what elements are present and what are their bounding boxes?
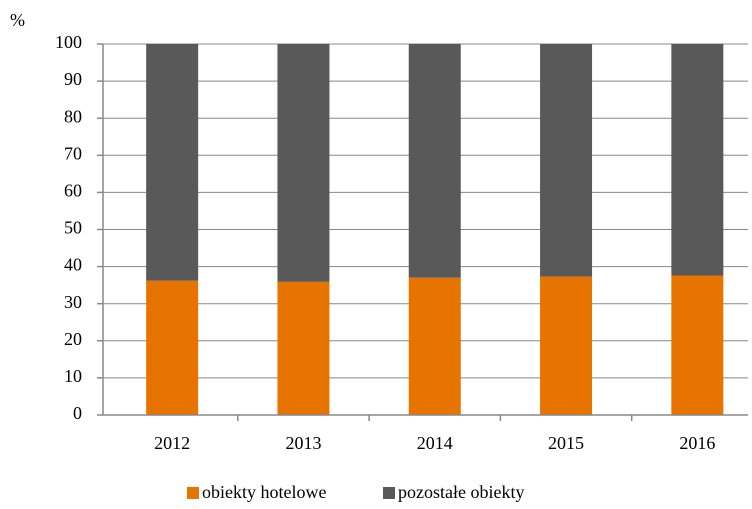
legend-label: pozostałe obiekty <box>398 482 524 502</box>
y-tick-label: 80 <box>64 106 82 126</box>
y-tick-label: 30 <box>64 292 82 312</box>
bar-segment <box>408 44 461 278</box>
bar-segment <box>146 280 199 415</box>
y-tick-label: 70 <box>64 143 82 163</box>
y-tick-label: 90 <box>64 69 82 89</box>
y-tick-label: 10 <box>64 366 82 386</box>
x-tick-label: 2013 <box>285 433 321 453</box>
y-axis-label: % <box>10 10 25 30</box>
y-tick-label: 40 <box>64 255 82 275</box>
bar-segment <box>671 275 724 415</box>
bar-segment <box>146 44 199 281</box>
y-tick-label: 20 <box>64 329 82 349</box>
x-tick-label: 2012 <box>154 433 190 453</box>
bar-segment <box>540 276 593 415</box>
x-tick-label: 2015 <box>548 433 584 453</box>
bar-segment <box>277 44 330 282</box>
x-tick-label: 2016 <box>679 433 715 453</box>
y-tick-label: 50 <box>64 218 82 238</box>
legend-label: obiekty hotelowe <box>202 482 326 502</box>
y-tick-label: 100 <box>55 32 82 52</box>
legend-swatch <box>383 487 395 499</box>
y-tick-label: 0 <box>73 403 82 423</box>
x-tick-label: 2014 <box>417 433 453 453</box>
bar-segment <box>277 281 330 415</box>
bar-segment <box>408 277 461 415</box>
bar-segment <box>671 44 724 276</box>
y-tick-label: 60 <box>64 181 82 201</box>
legend-swatch <box>187 487 199 499</box>
bar-segment <box>540 44 593 277</box>
